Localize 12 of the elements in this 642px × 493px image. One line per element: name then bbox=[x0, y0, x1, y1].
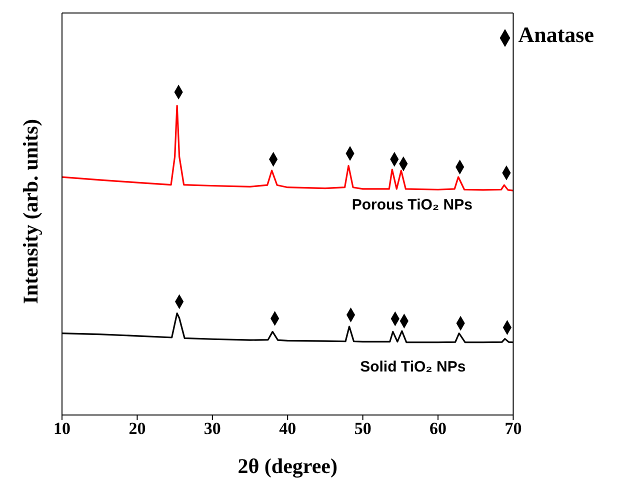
x-tick-label: 50 bbox=[354, 419, 372, 438]
x-axis-title: 2θ (degree) bbox=[238, 454, 338, 478]
series-label: Porous TiO₂ NPs bbox=[352, 196, 472, 214]
x-tick-label: 30 bbox=[204, 419, 221, 438]
series-label: Solid TiO₂ NPs bbox=[360, 358, 466, 376]
legend-label: Anatase bbox=[518, 22, 594, 47]
x-tick-label: 70 bbox=[504, 419, 522, 438]
x-tick-label: 60 bbox=[430, 419, 447, 438]
x-tick-label: 20 bbox=[128, 419, 146, 438]
x-tick-label: 40 bbox=[279, 419, 296, 438]
x-tick-label: 10 bbox=[54, 419, 70, 438]
y-axis-title: Intensity (arb. units) bbox=[18, 119, 42, 304]
